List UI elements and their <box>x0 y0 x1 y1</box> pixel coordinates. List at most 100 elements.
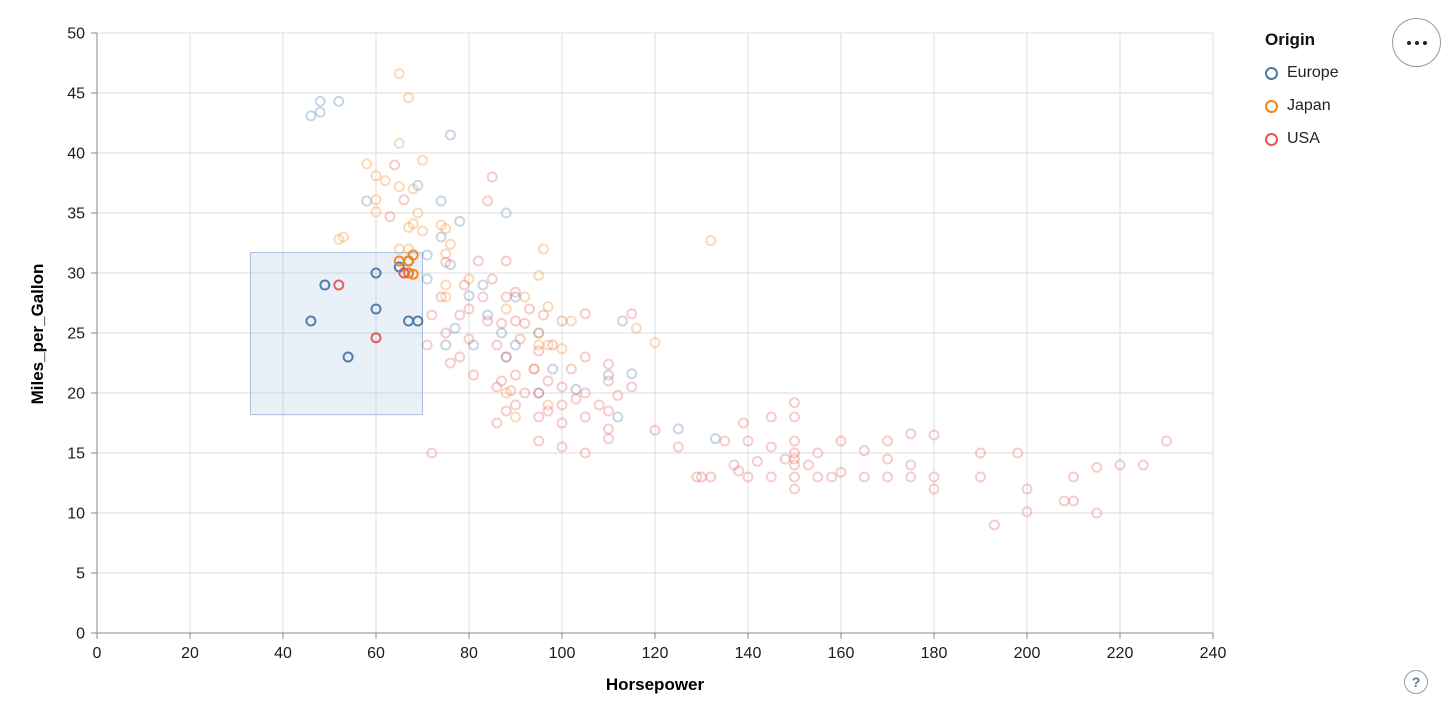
data-point-japan <box>500 387 512 399</box>
y-tick-label: 50 <box>67 26 85 43</box>
data-point-japan <box>542 399 554 411</box>
data-point-usa <box>570 393 582 405</box>
data-point-usa <box>556 381 568 393</box>
data-point-usa <box>510 399 521 411</box>
data-point-usa <box>742 435 754 447</box>
ellipsis-icon <box>1406 40 1427 45</box>
data-point-japan <box>533 339 545 351</box>
data-point-usa <box>389 159 401 171</box>
data-point-usa <box>672 441 684 453</box>
data-point-usa <box>482 195 494 207</box>
data-point-usa <box>556 399 568 411</box>
data-point-japan <box>500 303 512 315</box>
data-point-europe <box>482 309 494 321</box>
data-point-usa <box>477 291 489 303</box>
data-point-europe <box>361 195 373 207</box>
data-point-europe <box>612 411 624 423</box>
data-point-usa <box>463 333 475 345</box>
data-point-usa <box>384 211 396 223</box>
europe-symbol-icon <box>1265 66 1278 80</box>
data-point-usa <box>468 369 480 381</box>
y-tick-label: 40 <box>67 146 85 163</box>
legend: Origin Europe Japan USA <box>1265 30 1339 163</box>
data-point-usa <box>528 363 540 375</box>
data-point-usa <box>472 255 484 267</box>
data-point-usa <box>1068 471 1079 483</box>
data-point-usa <box>789 397 800 409</box>
data-point-usa <box>505 385 517 397</box>
data-point-europe <box>314 106 326 118</box>
data-point-europe <box>533 327 545 339</box>
brush-selection[interactable] <box>249 252 423 416</box>
data-point-japan <box>379 175 391 187</box>
data-point-usa <box>486 273 498 285</box>
data-point-japan <box>337 231 349 243</box>
y-tick-label: 30 <box>67 266 85 283</box>
data-point-usa <box>426 309 438 321</box>
data-point-usa <box>858 445 870 457</box>
x-tick-label: 60 <box>367 645 385 662</box>
x-tick-label: 160 <box>828 645 855 662</box>
data-point-europe <box>449 322 461 334</box>
data-point-usa <box>579 351 591 363</box>
data-point-japan <box>407 249 419 261</box>
data-point-usa <box>603 358 614 370</box>
data-point-usa <box>789 471 800 483</box>
data-point-usa <box>789 483 800 495</box>
data-point-usa <box>556 417 568 429</box>
data-point-usa <box>579 387 591 399</box>
x-tick-label: 180 <box>921 645 948 662</box>
data-point-usa <box>603 433 614 445</box>
data-point-usa <box>510 286 521 298</box>
data-point-usa <box>440 327 452 339</box>
data-point-japan <box>407 218 419 230</box>
data-point-japan <box>542 339 554 351</box>
data-point-japan <box>533 269 545 281</box>
data-point-usa <box>835 435 847 447</box>
data-point-europe <box>468 339 480 351</box>
data-point-japan <box>649 337 661 349</box>
data-point-japan <box>403 221 415 233</box>
data-point-usa <box>514 333 526 345</box>
data-point-europe <box>454 215 466 227</box>
data-point-usa <box>533 411 545 423</box>
data-point-europe <box>444 129 456 141</box>
data-point-japan <box>440 279 452 291</box>
data-point-europe <box>342 351 354 363</box>
more-options-button[interactable] <box>1392 18 1441 67</box>
data-point-usa <box>928 429 940 441</box>
data-point-usa <box>426 447 438 459</box>
data-point-japan <box>393 243 405 255</box>
data-point-japan <box>417 225 428 237</box>
data-point-usa <box>510 315 521 327</box>
data-point-usa <box>812 471 824 483</box>
help-button[interactable]: ? <box>1404 670 1428 694</box>
data-point-usa <box>486 171 498 183</box>
data-point-japan <box>417 154 428 166</box>
data-point-usa <box>523 303 535 315</box>
data-point-japan <box>528 363 540 375</box>
data-point-usa <box>537 309 549 321</box>
data-point-europe <box>435 195 447 207</box>
data-point-usa <box>500 291 512 303</box>
data-point-japan <box>407 183 419 195</box>
data-point-europe <box>500 351 512 363</box>
data-point-europe <box>463 290 475 302</box>
data-point-europe <box>314 95 326 107</box>
data-point-usa <box>928 471 940 483</box>
data-point-usa <box>691 471 703 483</box>
x-tick-label: 40 <box>274 645 292 662</box>
data-point-europe <box>421 249 433 261</box>
usa-symbol-icon <box>1265 132 1278 146</box>
data-point-europe <box>709 433 721 445</box>
data-point-japan <box>565 315 577 327</box>
data-point-usa <box>988 519 1000 531</box>
data-point-usa <box>593 399 605 411</box>
data-point-japan <box>403 92 415 104</box>
data-point-japan <box>403 243 415 255</box>
data-point-japan <box>705 235 717 247</box>
data-point-europe <box>547 363 559 375</box>
data-point-usa <box>1137 459 1149 471</box>
data-point-usa <box>802 459 814 471</box>
